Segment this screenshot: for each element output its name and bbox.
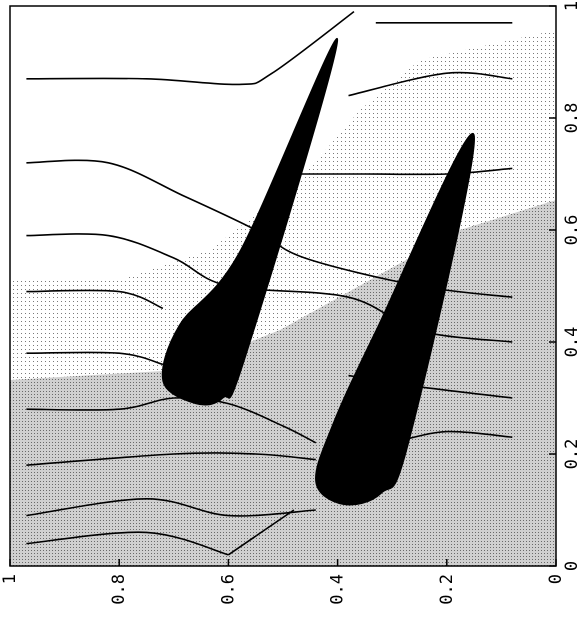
contour-line-7 (26, 452, 316, 466)
contour-line-9 (26, 531, 229, 556)
y-tick-label: 0 (562, 561, 582, 571)
x-tick-label: 0 (546, 574, 566, 584)
x-tick-label: 0.2 (437, 574, 457, 605)
blade-2 (315, 132, 475, 506)
y-tick-label: 0.4 (562, 327, 582, 358)
contour-line-12 (293, 167, 513, 176)
contour-line-1 (26, 10, 355, 86)
contour-line-8 (26, 497, 316, 517)
y-tick-label: 0.2 (562, 439, 582, 470)
y-tick-label: 0.6 (562, 215, 582, 246)
x-tick-label: 0.6 (218, 574, 238, 605)
blade-1 (161, 37, 339, 406)
contour-line-11 (348, 71, 513, 97)
x-tick-label: 1 (0, 574, 20, 584)
contour-line-15 (227, 509, 295, 556)
plot-area (9, 5, 557, 567)
blade-shapes (161, 37, 475, 506)
y-tick-label: 1 (562, 1, 582, 11)
y-axis: 0 0.2 0.4 0.6 0.8 1 (549, 1, 582, 571)
y-tick-label: 0.8 (562, 103, 582, 134)
plot-frame (9, 5, 557, 567)
contour-line-4 (26, 289, 164, 310)
x-axis: 1 0.8 0.6 0.4 0.2 0 (0, 559, 566, 605)
x-tick-label: 0.8 (109, 574, 129, 605)
x-tick-label: 0.4 (328, 574, 348, 605)
contour-line-5 (26, 351, 164, 366)
